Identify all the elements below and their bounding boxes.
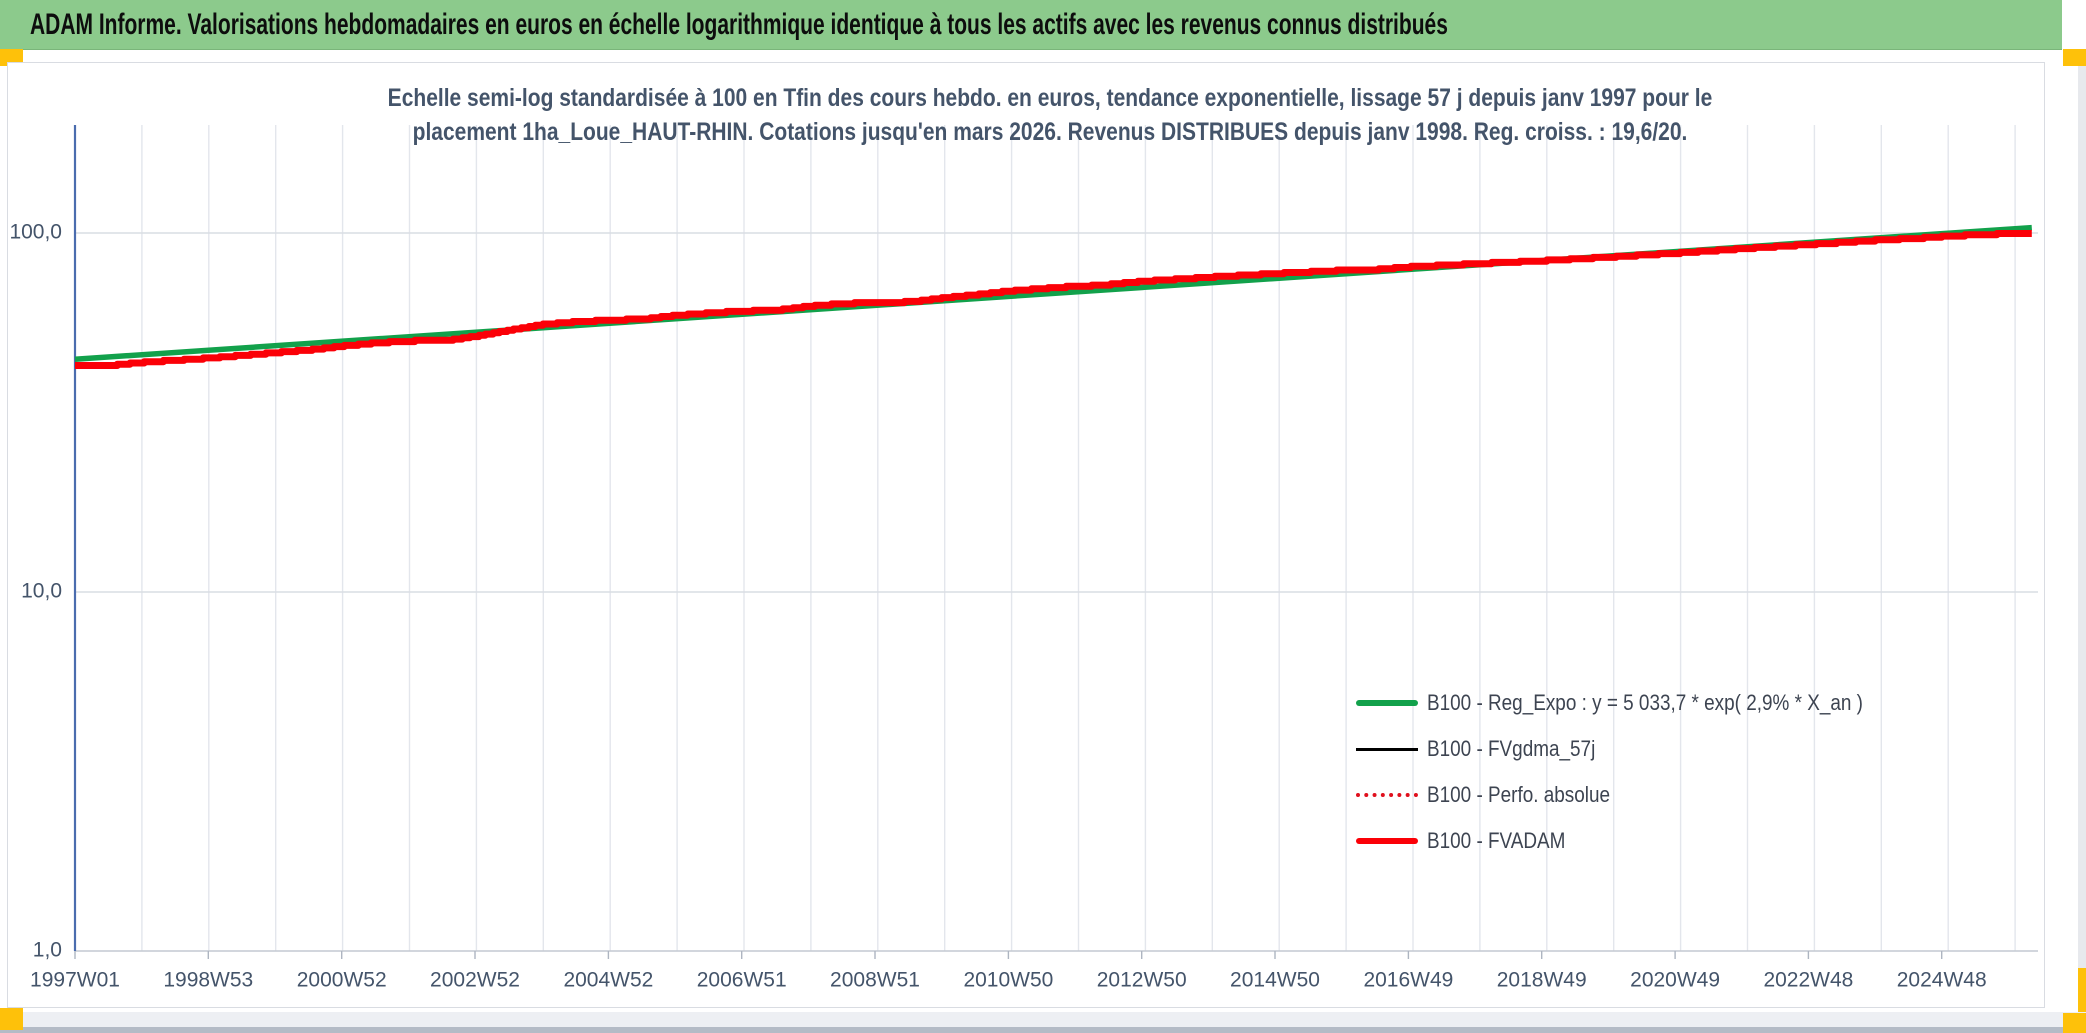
chart-title-line-1: Echelle semi-log standardisée à 100 en T…	[387, 84, 1713, 112]
legend-label: B100 - Perfo. absolue	[1427, 782, 1611, 807]
accent-square-bottom-left	[0, 1008, 23, 1030]
legend-label: B100 - FVADAM	[1427, 828, 1566, 853]
legend-entry: B100 - Reg_Expo : y = 5 033,7 * exp( 2,9…	[1356, 680, 1934, 726]
accent-square-top-right	[2063, 49, 2086, 66]
chart-title: Echelle semi-log standardisée à 100 en T…	[150, 81, 1950, 149]
legend-swatch-thin-line	[1356, 747, 1418, 751]
legend-entry: B100 - FVgdma_57j	[1356, 726, 1934, 772]
accent-square-bottom-right	[2063, 1013, 2086, 1033]
title-bar: ADAM Informe. Valorisations hebdomadaire…	[0, 0, 2062, 50]
legend-entry: B100 - Perfo. absolue	[1356, 772, 1934, 818]
chart-legend: B100 - Reg_Expo : y = 5 033,7 * exp( 2,9…	[1356, 680, 1934, 864]
bottom-edge-bar	[0, 1027, 2086, 1033]
window-title: ADAM Informe. Valorisations hebdomadaire…	[30, 7, 1448, 41]
chart-title-line-2: placement 1ha_Loue_HAUT-RHIN. Cotations …	[412, 118, 1688, 146]
legend-label: B100 - Reg_Expo : y = 5 033,7 * exp( 2,9…	[1427, 690, 1863, 715]
right-margin-accent	[2078, 968, 2086, 1033]
legend-label: B100 - FVgdma_57j	[1427, 736, 1596, 761]
legend-swatch-thick-line	[1356, 838, 1418, 844]
legend-swatch-dotted-line	[1356, 793, 1418, 797]
right-margin-strip	[2078, 66, 2086, 968]
chart-card	[7, 62, 2045, 1008]
accent-square-top-left	[0, 49, 23, 66]
legend-entry: B100 - FVADAM	[1356, 818, 1934, 864]
legend-swatch-thick-line	[1356, 700, 1418, 706]
